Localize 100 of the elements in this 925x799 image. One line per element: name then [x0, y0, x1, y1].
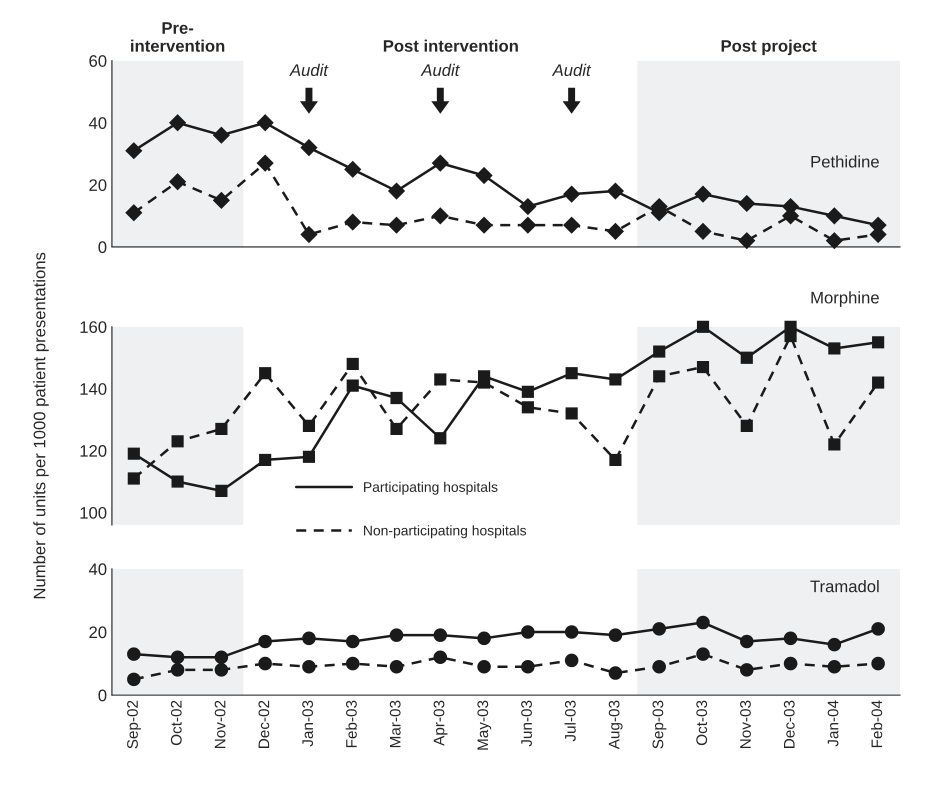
point [214, 663, 228, 677]
y-tick-label: 100 [80, 506, 106, 519]
point [566, 367, 578, 380]
point [476, 216, 492, 234]
point [738, 195, 756, 212]
x-tick-label: Aug-03 [608, 700, 623, 750]
point [608, 628, 622, 642]
point [388, 216, 405, 234]
point [215, 484, 228, 497]
point [871, 656, 885, 670]
point [563, 216, 580, 234]
x-tick-label: Apr-03 [434, 700, 448, 746]
y-tick-label: 60 [89, 55, 106, 67]
point [128, 472, 140, 485]
point [696, 616, 710, 630]
x-tick-label: Jun-03 [521, 700, 532, 746]
point [696, 647, 710, 661]
point [213, 126, 230, 144]
x-tick-label: Jan-04 [828, 700, 838, 746]
y-tick-label: 0 [98, 241, 106, 254]
point [519, 216, 536, 234]
annotation: Tramadol [810, 580, 879, 592]
y-tick-label: 40 [88, 563, 106, 576]
point [826, 232, 843, 250]
x-tick-label: Nov-03 [740, 700, 751, 748]
point [344, 214, 362, 230]
point [566, 407, 578, 420]
point [521, 625, 535, 639]
point [344, 160, 362, 178]
point [170, 663, 184, 677]
point [346, 380, 359, 392]
point [784, 656, 798, 670]
annotation: Pethidine [811, 155, 879, 168]
point [653, 345, 666, 358]
band-label: Post project [722, 40, 817, 56]
legend-label: Participating hospitals [364, 482, 498, 495]
point [390, 628, 404, 642]
y-tick-label: 40 [88, 117, 106, 129]
point [434, 373, 446, 386]
point [563, 186, 580, 203]
point [653, 370, 666, 382]
point [432, 154, 449, 172]
point [434, 628, 448, 642]
x-tick-label: Mar-03 [390, 700, 401, 748]
point [652, 622, 666, 636]
point [826, 207, 843, 224]
point [522, 386, 534, 398]
point [346, 634, 360, 648]
point [214, 650, 228, 664]
point [127, 647, 141, 661]
y-axis-title: Number of units per 1000 patient presentations [33, 252, 49, 598]
x-tick-label: Jul-03 [564, 700, 576, 742]
point [432, 207, 449, 224]
point [127, 672, 141, 686]
y-tick-label: 160 [80, 321, 106, 333]
point [609, 373, 622, 386]
point [169, 114, 186, 132]
point [476, 167, 492, 184]
point [694, 186, 712, 203]
y-tick-label: 140 [80, 383, 106, 395]
text: Morphine [811, 291, 879, 307]
point [519, 198, 536, 215]
point [696, 320, 710, 333]
legend-label: Non-participating hospitals [364, 525, 526, 538]
point [871, 622, 885, 636]
point [172, 435, 184, 448]
x-tick-label: May-03 [477, 700, 492, 750]
point [256, 154, 274, 172]
point [828, 638, 842, 652]
text: Post intervention [384, 40, 518, 52]
x-tick-label: Dec-02 [258, 700, 270, 748]
point [172, 476, 184, 488]
x-tick-label: Nov-02 [214, 700, 226, 748]
y-tick-label: 120 [80, 445, 106, 457]
y-tick-label: 20 [89, 179, 106, 192]
point [696, 360, 710, 374]
point [740, 352, 753, 364]
point [125, 142, 142, 160]
point [390, 392, 403, 404]
point [346, 358, 359, 370]
point [521, 660, 535, 674]
annotation: Audit [289, 64, 329, 76]
point [259, 454, 272, 466]
point [608, 666, 622, 680]
point [564, 625, 578, 639]
point [434, 650, 448, 664]
y-tick-label: 20 [89, 626, 106, 638]
point [302, 660, 316, 674]
point [388, 182, 405, 200]
point [828, 438, 840, 451]
point [522, 401, 534, 414]
x-tick-label: Oct-03 [696, 700, 708, 746]
x-tick-label: Feb-03 [346, 700, 357, 748]
point [259, 367, 272, 380]
point [256, 114, 274, 132]
point [170, 650, 184, 664]
point [302, 420, 316, 432]
point [477, 660, 491, 674]
point [477, 632, 491, 646]
point [390, 422, 403, 436]
